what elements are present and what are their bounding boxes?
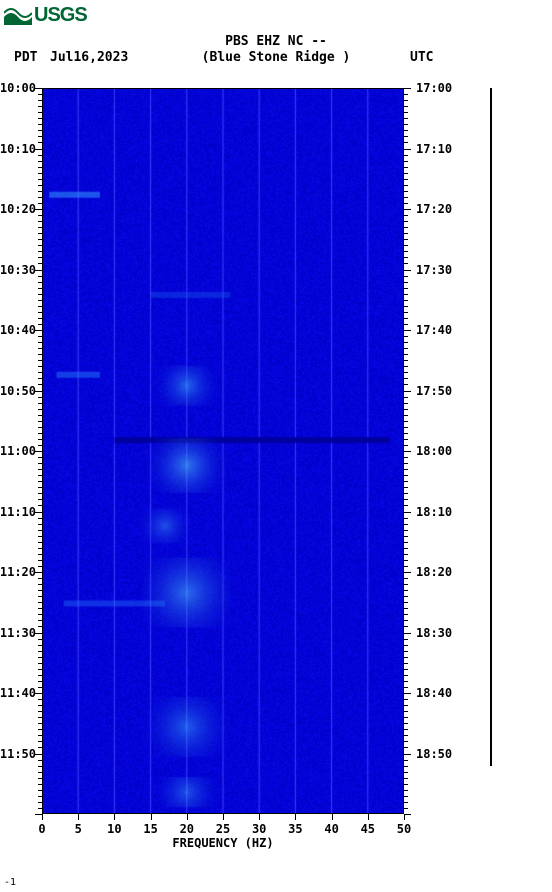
utc-tick-label: 18:20	[416, 565, 452, 579]
right-time-axis: 17:0017:1017:2017:3017:4017:5018:0018:10…	[404, 88, 464, 814]
freq-tick-label: 40	[324, 822, 338, 836]
utc-tick-label: 18:10	[416, 505, 452, 519]
usgs-logo: USGS	[4, 4, 87, 27]
spectrogram-plot	[42, 88, 404, 814]
pdt-tick-label: 10:20	[0, 202, 36, 216]
usgs-wave-icon	[4, 7, 32, 25]
chart-header: PBS EHZ NC -- PDT Jul16,2023 (Blue Stone…	[0, 34, 552, 49]
frequency-axis: FREQUENCY (HZ) 05101520253035404550	[42, 814, 404, 854]
freq-tick-label: 50	[397, 822, 411, 836]
pdt-tick-label: 11:30	[0, 626, 36, 640]
pdt-tick-label: 10:00	[0, 81, 36, 95]
frequency-axis-title: FREQUENCY (HZ)	[42, 836, 404, 850]
pdt-tick-label: 11:10	[0, 505, 36, 519]
freq-tick-label: 20	[180, 822, 194, 836]
station-name: (Blue Stone Ridge )	[0, 50, 552, 65]
spectrogram-canvas	[42, 88, 404, 814]
utc-tick-label: 17:50	[416, 384, 452, 398]
pdt-tick-label: 10:50	[0, 384, 36, 398]
pdt-tick-label: 10:30	[0, 263, 36, 277]
utc-tick-label: 17:10	[416, 142, 452, 156]
pdt-tick-label: 11:20	[0, 565, 36, 579]
title-line1: PBS EHZ NC --	[0, 34, 552, 49]
pdt-tick-label: 11:00	[0, 444, 36, 458]
utc-tick-label: 18:50	[416, 747, 452, 761]
colorbar-placeholder	[490, 88, 492, 766]
freq-tick-label: 10	[107, 822, 121, 836]
utc-tick-label: 17:40	[416, 323, 452, 337]
pdt-tick-label: 11:50	[0, 747, 36, 761]
freq-tick-label: 30	[252, 822, 266, 836]
freq-tick-label: 35	[288, 822, 302, 836]
utc-tick-label: 17:20	[416, 202, 452, 216]
freq-tick-label: 0	[38, 822, 45, 836]
pdt-tick-label: 10:40	[0, 323, 36, 337]
utc-tick-label: 18:00	[416, 444, 452, 458]
freq-tick-label: 45	[361, 822, 375, 836]
freq-tick-label: 15	[143, 822, 157, 836]
pdt-tick-label: 10:10	[0, 142, 36, 156]
corner-mark: -1	[4, 877, 16, 888]
freq-tick-label: 5	[75, 822, 82, 836]
utc-tick-label: 18:30	[416, 626, 452, 640]
pdt-tick-label: 11:40	[0, 686, 36, 700]
utc-tick-label: 17:00	[416, 81, 452, 95]
utc-tick-label: 18:40	[416, 686, 452, 700]
usgs-text: USGS	[34, 4, 87, 27]
left-time-axis: 10:0010:1010:2010:3010:4010:5011:0011:10…	[0, 88, 42, 814]
utc-tick-label: 17:30	[416, 263, 452, 277]
utc-label: UTC	[410, 50, 433, 65]
freq-tick-label: 25	[216, 822, 230, 836]
